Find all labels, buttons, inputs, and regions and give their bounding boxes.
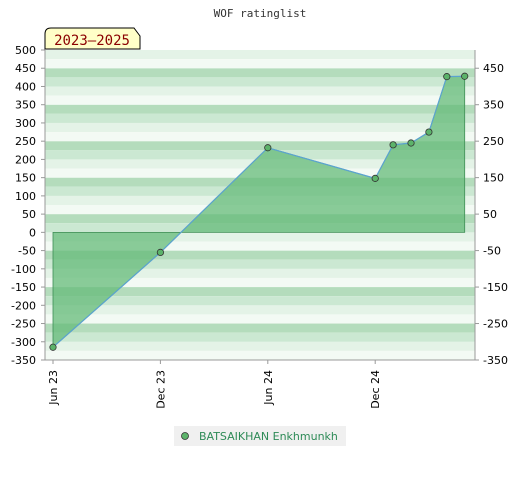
band <box>45 132 475 142</box>
band <box>45 68 475 78</box>
legend-label: BATSAIKHAN Enkhmunkh <box>199 430 338 443</box>
y-tick-label-left: -200 <box>11 299 36 312</box>
band <box>45 232 475 242</box>
x-axis-labels: Jun 23 Dec 23 Jun 24 Dec 24 <box>47 370 382 409</box>
axes <box>41 49 479 364</box>
x-tick-label: Jun 23 <box>47 370 60 406</box>
legend-marker <box>181 432 189 440</box>
y-tick-label-left: -250 <box>11 318 36 331</box>
y-tick-label-right: -50 <box>483 245 501 258</box>
band <box>45 332 475 342</box>
band <box>45 113 475 123</box>
period-badge: 2023–2025 <box>44 27 141 50</box>
data-point <box>461 72 469 80</box>
y-tick-label-right: 450 <box>483 62 504 75</box>
chart-title: WOF ratinglist <box>214 7 307 20</box>
y-tick-label-left: 0 <box>29 226 36 239</box>
y-tick-label-left: -50 <box>18 245 36 258</box>
y-tick-label-left: -350 <box>11 354 36 367</box>
data-point <box>389 141 397 149</box>
data-point <box>371 174 379 182</box>
y-tick-label-left: -150 <box>11 281 36 294</box>
legend: BATSAIKHAN Enkhmunkh <box>174 426 346 446</box>
band <box>45 50 475 60</box>
band <box>45 86 475 96</box>
y-tick-label-right: 250 <box>483 135 504 148</box>
band <box>45 241 475 251</box>
y-tick-label-left: -300 <box>11 336 36 349</box>
y-tick-label-left: 400 <box>15 80 36 93</box>
legend-box <box>174 426 346 446</box>
data-point <box>407 139 415 147</box>
data-point <box>49 343 57 351</box>
y-tick-label-right: 150 <box>483 172 504 185</box>
y-tick-label-right: -350 <box>483 354 508 367</box>
band <box>45 350 475 360</box>
y-tick-label-left: 500 <box>15 44 36 57</box>
y-tick-label-left: 50 <box>22 208 36 221</box>
band <box>45 59 475 69</box>
badge-shape <box>44 27 141 50</box>
band <box>45 268 475 278</box>
data-points <box>49 72 469 351</box>
y-axis-left-labels: 500450400350300250200150100500-50-100-15… <box>11 44 36 367</box>
band <box>45 287 475 297</box>
y-tick-label-right: -150 <box>483 281 508 294</box>
band <box>45 305 475 315</box>
y-tick-label-left: -100 <box>11 263 36 276</box>
band <box>45 341 475 351</box>
badge-text: 2023–2025 <box>54 33 130 49</box>
band <box>45 250 475 260</box>
band <box>45 314 475 324</box>
band <box>45 77 475 87</box>
data-point <box>425 128 433 136</box>
x-tick-label: Dec 24 <box>369 370 382 409</box>
y-tick-label-left: 150 <box>15 172 36 185</box>
band <box>45 277 475 288</box>
y-axis-right-labels: 450 350 250 150 50 -50 -150 -250 -350 <box>483 62 508 367</box>
band <box>45 95 475 105</box>
y-tick-label-right: -250 <box>483 318 508 331</box>
band <box>45 259 475 269</box>
x-tick-label: Jun 24 <box>262 370 275 406</box>
data-point <box>443 73 451 81</box>
y-tick-label-left: 200 <box>15 153 36 166</box>
band <box>45 296 475 306</box>
band <box>45 104 475 114</box>
y-tick-label-left: 250 <box>15 135 36 148</box>
y-tick-label-left: 300 <box>15 117 36 130</box>
y-tick-label-right: 350 <box>483 99 504 112</box>
data-point <box>264 144 272 152</box>
x-tick-label: Dec 23 <box>154 370 167 409</box>
y-tick-label-left: 450 <box>15 62 36 75</box>
band <box>45 323 475 333</box>
y-tick-label-left: 100 <box>15 190 36 203</box>
data-point <box>156 248 164 257</box>
y-tick-label-left: 350 <box>15 99 36 112</box>
band <box>45 122 475 133</box>
y-tick-label-right: 50 <box>483 208 497 221</box>
band <box>45 141 475 151</box>
